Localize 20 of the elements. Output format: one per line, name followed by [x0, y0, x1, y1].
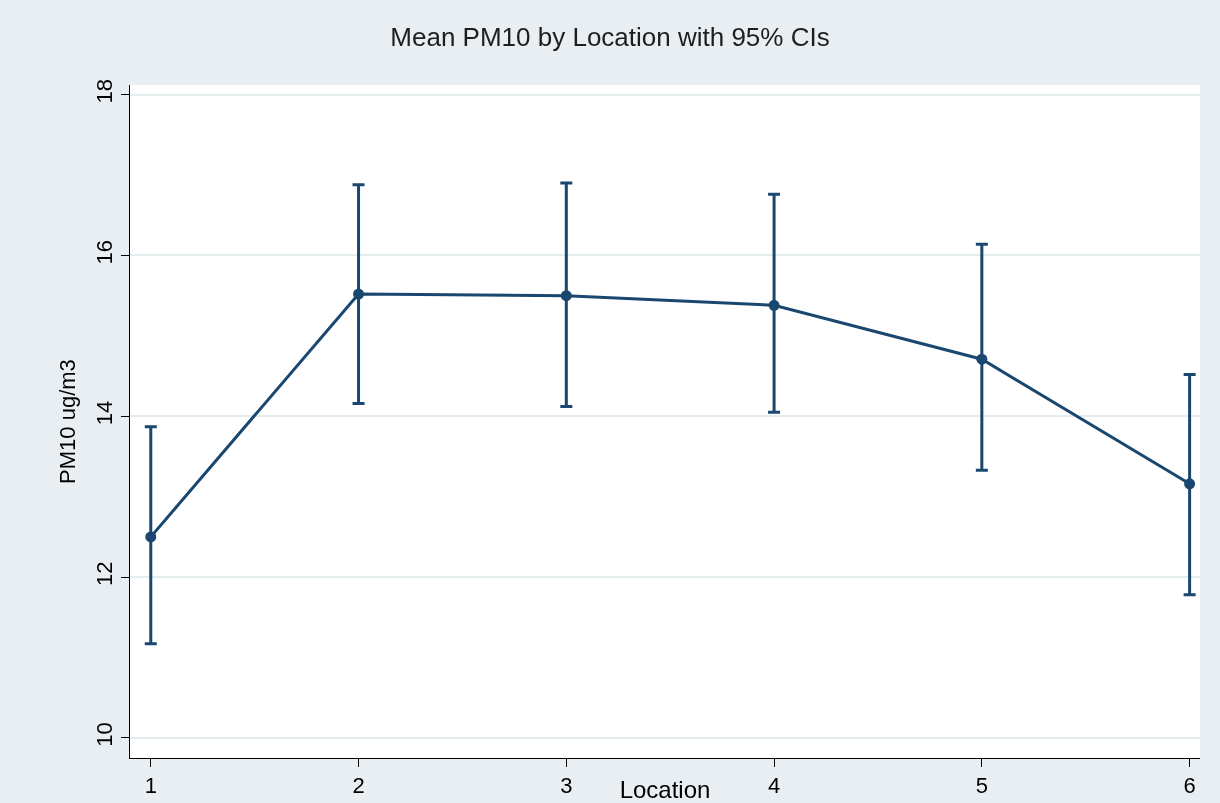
- y-tick-label: 10: [92, 722, 118, 747]
- x-tick-label: 5: [975, 773, 988, 799]
- x-axis-title: Location: [619, 776, 711, 803]
- chart-title: Mean PM10 by Location with 95% CIs: [390, 22, 830, 53]
- x-tick-label: 4: [767, 773, 781, 799]
- x-tick-label: 6: [1183, 773, 1196, 799]
- x-tick-label: 3: [560, 773, 573, 799]
- x-tick-label: 2: [352, 773, 365, 799]
- point: [768, 299, 780, 311]
- y-axis-title: PM10 ug/m3: [55, 359, 80, 484]
- y-tick-label: 12: [92, 561, 118, 587]
- y-tick-label: 18: [92, 79, 118, 104]
- point: [560, 290, 572, 302]
- point: [145, 531, 157, 543]
- y-tick-label: 16: [92, 239, 118, 265]
- y-tick-label: 14: [92, 400, 118, 426]
- point: [1184, 478, 1196, 490]
- x-tick-label: 1: [144, 773, 157, 799]
- point: [353, 288, 365, 300]
- point: [976, 353, 988, 365]
